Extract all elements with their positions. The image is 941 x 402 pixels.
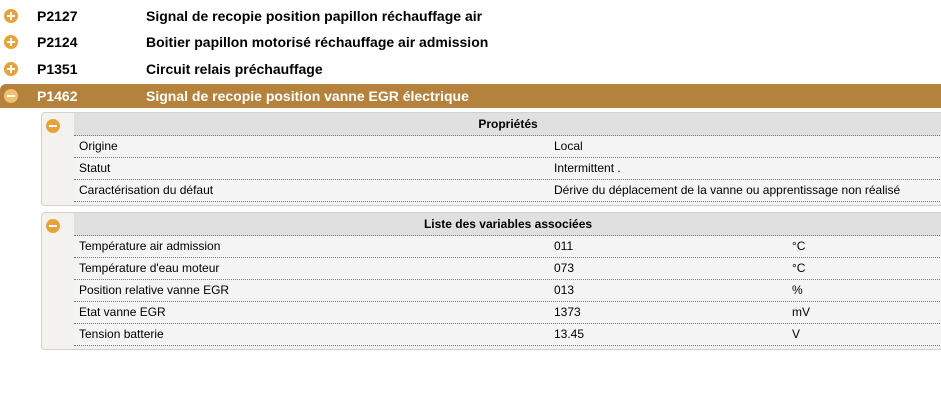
properties-panel: Propriétés Origine Local Statut Intermit… <box>41 112 941 206</box>
property-row: Statut Intermittent . <box>74 158 941 180</box>
variable-value: 073 <box>554 261 575 275</box>
variable-row: Position relative vanne EGR 013 % <box>74 280 941 302</box>
expand-icon[interactable] <box>4 35 18 49</box>
property-value: Dérive du déplacement de la vanne ou app… <box>554 183 901 197</box>
variable-row: Etat vanne EGR 1373 mV <box>74 302 941 324</box>
variable-unit: mV <box>792 305 810 319</box>
property-row: Caractérisation du défaut Dérive du dépl… <box>74 180 941 202</box>
dtc-code: P2124 <box>37 34 78 50</box>
variable-unit: °C <box>792 239 806 253</box>
variables-panel: Liste des variables associées Températur… <box>41 212 941 350</box>
variable-unit: °C <box>792 261 806 275</box>
collapse-icon[interactable] <box>46 119 60 133</box>
properties-header: Propriétés <box>74 113 941 136</box>
property-label: Caractérisation du défaut <box>79 183 214 197</box>
dtc-title: Signal de recopie position papillon réch… <box>146 8 483 24</box>
dtc-row[interactable]: P2124 Boitier papillon motorisé réchauff… <box>0 29 941 55</box>
variable-value: 13.45 <box>554 327 585 341</box>
variable-unit: % <box>792 283 803 297</box>
variable-label: Etat vanne EGR <box>79 305 166 319</box>
dtc-row-selected[interactable]: P1462 Signal de recopie position vanne E… <box>0 84 941 108</box>
collapse-icon[interactable] <box>4 89 18 103</box>
variable-row: Tension batterie 13.45 V <box>74 324 941 346</box>
dtc-title: Circuit relais préchauffage <box>146 61 323 77</box>
dtc-row[interactable]: P2127 Signal de recopie position papillo… <box>0 3 941 29</box>
dtc-title: Boitier papillon motorisé réchauffage ai… <box>146 34 489 50</box>
variable-label: Température air admission <box>79 239 221 253</box>
variable-value: 011 <box>554 239 574 253</box>
variable-label: Position relative vanne EGR <box>79 283 230 297</box>
property-label: Origine <box>79 139 118 153</box>
variable-label: Température d'eau moteur <box>79 261 220 275</box>
variable-row: Température air admission 011 °C <box>74 236 941 258</box>
dtc-code: P1351 <box>37 61 78 77</box>
expand-icon[interactable] <box>4 9 18 23</box>
collapse-icon[interactable] <box>46 219 60 233</box>
variable-value: 1373 <box>554 305 581 319</box>
property-row: Origine Local <box>74 136 941 158</box>
expand-icon[interactable] <box>4 62 18 76</box>
variable-unit: V <box>792 327 801 341</box>
variable-label: Tension batterie <box>79 327 164 341</box>
dtc-title: Signal de recopie position vanne EGR éle… <box>146 88 469 104</box>
variable-row: Température d'eau moteur 073 °C <box>74 258 941 280</box>
dtc-code: P1462 <box>37 88 78 104</box>
property-value: Local <box>554 139 583 153</box>
property-value: Intermittent . <box>554 161 621 175</box>
dtc-code: P2127 <box>37 8 78 24</box>
variable-value: 013 <box>554 283 575 297</box>
property-label: Statut <box>79 161 111 175</box>
dtc-row[interactable]: P1351 Circuit relais préchauffage <box>0 56 941 82</box>
variables-header: Liste des variables associées <box>74 213 941 236</box>
